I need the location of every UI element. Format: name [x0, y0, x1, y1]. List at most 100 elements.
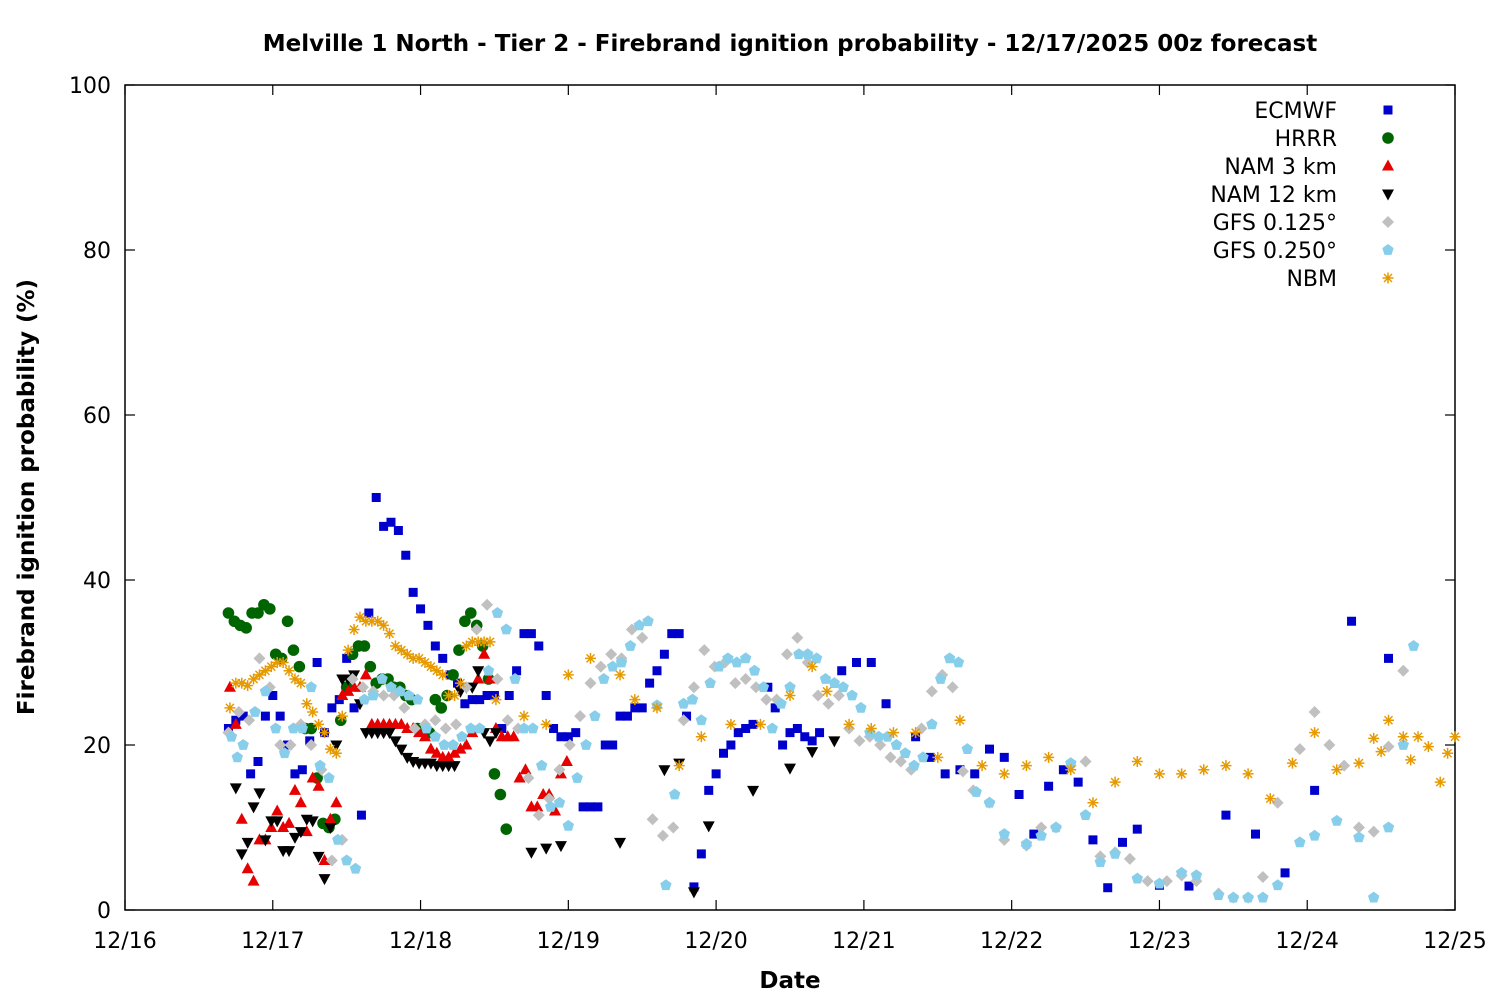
nbm-point: [1434, 776, 1446, 788]
gfs-0-125-point: [377, 689, 390, 702]
gfs-0-250-point: [810, 652, 823, 664]
data-points: [222, 493, 1461, 904]
ecmwf-point: [1347, 616, 1357, 626]
ecmwf-point: [364, 608, 374, 618]
ecmwf-point: [371, 493, 381, 502]
nbm-point: [443, 690, 455, 701]
gfs-0-250-point: [231, 751, 243, 763]
gfs-0-250-point: [259, 685, 272, 697]
gfs-0-250-point: [695, 714, 707, 726]
ecmwf-point: [1221, 810, 1231, 820]
hrrr-point: [364, 660, 377, 673]
gfs-0-250-point: [1153, 877, 1166, 889]
nbm-point: [562, 669, 574, 681]
nbm-point: [460, 640, 472, 652]
hrrr-point: [459, 615, 471, 628]
ecmwf-point: [386, 517, 396, 527]
gfs-0-125-point: [346, 673, 359, 685]
gfs-0-250-point: [837, 681, 849, 693]
gfs-0-125-point: [522, 772, 535, 784]
y-tick-label: 80: [83, 239, 111, 264]
nbm-point: [449, 690, 461, 701]
gfs-0-250-point: [677, 697, 690, 709]
nbm-point: [1176, 768, 1188, 780]
nam-3-km-point: [294, 796, 307, 808]
ecmwf-point: [1058, 765, 1068, 775]
ecmwf-point: [238, 711, 248, 721]
nam-12-km-point: [702, 821, 715, 833]
nam-3-km-point: [513, 771, 526, 783]
gfs-0-250-point: [793, 648, 805, 660]
ecmwf-point: [482, 691, 492, 700]
gfs-0-250-point: [429, 730, 441, 742]
gfs-0-250-point: [287, 722, 300, 734]
ecmwf-point: [504, 691, 514, 700]
gfs-0-250-point: [998, 828, 1010, 839]
x-tick-label: 12/20: [684, 929, 747, 954]
gfs-0-250-point: [249, 706, 261, 717]
nbm-point: [413, 652, 425, 664]
hrrr-point: [264, 603, 276, 615]
ecmwf-point: [571, 728, 581, 738]
nbm-point: [1412, 731, 1424, 743]
nbm-point: [301, 698, 313, 710]
nbm-point: [271, 657, 283, 668]
gfs-0-250-point: [802, 648, 814, 660]
hrrr-point: [305, 722, 318, 735]
nbm-point: [419, 657, 431, 668]
nam-3-km-point: [342, 684, 355, 696]
nam-3-km-point: [519, 763, 532, 775]
nbm-point: [1375, 746, 1387, 758]
nam-12-km-point: [658, 765, 671, 777]
gfs-0-125-point: [894, 755, 907, 768]
gfs-0-250-point: [1242, 891, 1254, 903]
gfs-0-250-point: [438, 739, 450, 750]
gfs-0-125-point: [729, 677, 742, 690]
ecmwf-point: [586, 802, 595, 812]
nbm-point: [784, 690, 796, 701]
plot-frame: [124, 84, 1456, 911]
gfs-0-250-point: [403, 689, 415, 701]
ecmwf-point: [253, 757, 263, 766]
legend-label: NAM 3 km: [1224, 155, 1337, 180]
x-tick-label: 12/16: [93, 929, 156, 954]
gfs-0-250-point: [456, 730, 468, 742]
hrrr-point: [435, 702, 448, 714]
ecmwf-point: [837, 666, 847, 676]
ecmwf-point: [1088, 835, 1098, 845]
gfs-0-250-point: [1407, 640, 1420, 651]
gfs-0-250-point: [1331, 814, 1343, 826]
nbm-point: [1368, 732, 1380, 744]
nam-12-km-point: [484, 736, 497, 748]
hrrr-point: [252, 607, 264, 619]
nam-3-km-point: [413, 726, 426, 738]
nam-12-km-point: [318, 874, 331, 886]
gfs-0-250-point: [607, 660, 619, 672]
nam-3-km-point: [460, 738, 473, 750]
nbm-point: [954, 714, 966, 726]
gfs-0-250-point: [704, 677, 716, 688]
ecmwf-point: [1251, 829, 1260, 839]
nbm-point: [843, 718, 855, 730]
gfs-0-250-point: [589, 710, 601, 721]
nbm-point: [472, 636, 484, 648]
nam-3-km-point: [395, 717, 408, 729]
nbm-point: [518, 710, 530, 722]
ecmwf-point: [327, 703, 337, 713]
gfs-0-250-point: [411, 693, 424, 705]
nam-12-km-point: [306, 816, 319, 828]
gfs-0-250-point: [775, 697, 787, 709]
nbm-point: [342, 644, 354, 656]
nbm-point: [348, 624, 360, 635]
ecmwf-point: [342, 653, 352, 663]
gfs-0-125-point: [481, 598, 494, 611]
legend: ECMWF HRRR NAM 3 km NAM 12 km GFS 0.125° GFS …: [1210, 99, 1394, 292]
ecmwf-point: [925, 752, 935, 762]
gfs-0-250-point: [518, 722, 530, 734]
gfs-0-125-point: [491, 673, 504, 685]
nbm-point: [407, 652, 419, 664]
hrrr-point: [293, 660, 306, 673]
ecmwf-point: [475, 695, 485, 705]
legend-label: ECMWF: [1254, 99, 1337, 124]
nbm-point: [224, 702, 236, 714]
